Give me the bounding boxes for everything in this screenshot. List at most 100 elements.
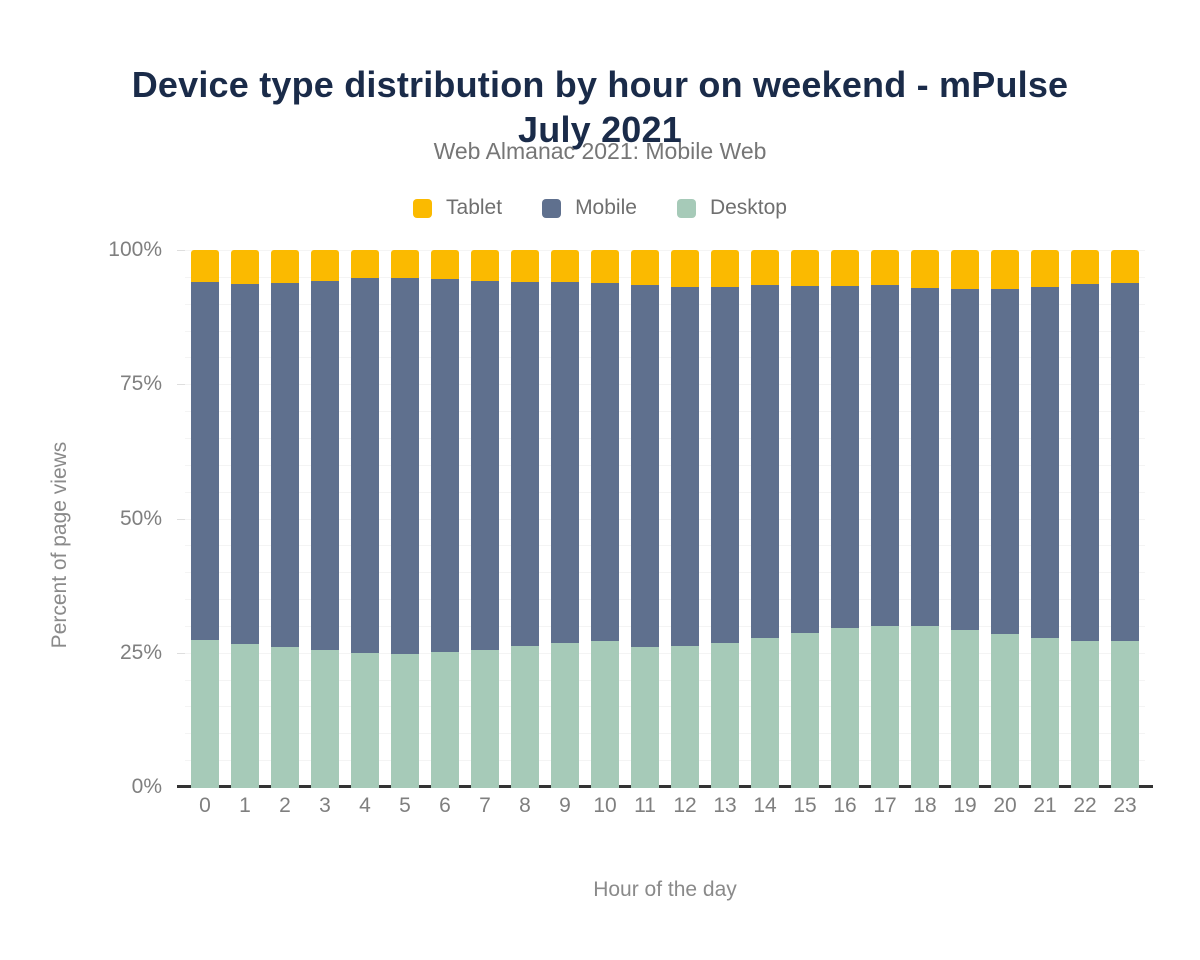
bar-hour-16[interactable] [831,250,859,788]
bar-hour-3[interactable] [311,250,339,788]
bar-segment-desktop[interactable] [311,650,339,788]
bar-segment-mobile[interactable] [311,280,339,651]
bar-segment-tablet[interactable] [791,250,819,287]
bar-segment-desktop[interactable] [190,640,219,788]
bar-segment-tablet[interactable] [670,250,699,288]
bar-segment-desktop[interactable] [390,653,419,788]
bar-segment-desktop[interactable] [231,643,259,788]
bar-segment-mobile[interactable] [631,284,659,647]
bar-segment-desktop[interactable] [751,638,779,788]
bar-segment-mobile[interactable] [591,283,619,642]
bar-segment-desktop[interactable] [271,646,299,788]
bar-segment-tablet[interactable] [1110,250,1139,283]
bar-hour-22[interactable] [1071,250,1099,788]
bar-segment-tablet[interactable] [1031,250,1059,288]
bar-segment-desktop[interactable] [1110,640,1139,788]
bar-segment-desktop[interactable] [511,645,539,788]
bar-segment-mobile[interactable] [711,287,739,643]
bar-segment-desktop[interactable] [791,633,819,788]
bar-segment-desktop[interactable] [631,646,659,788]
bar-segment-mobile[interactable] [791,286,819,634]
bar-segment-desktop[interactable] [431,652,459,788]
gridline [185,652,1145,654]
bar-hour-6[interactable] [431,250,459,788]
bar-segment-mobile[interactable] [1031,287,1059,639]
bar-hour-2[interactable] [271,250,299,788]
bar-segment-tablet[interactable] [431,250,459,280]
bar-hour-10[interactable] [591,250,619,788]
legend-item-tablet[interactable]: Tablet [413,196,502,220]
bar-hour-1[interactable] [231,250,259,788]
bar-segment-tablet[interactable] [311,250,339,281]
bar-segment-desktop[interactable] [711,642,739,788]
bar-segment-desktop[interactable] [1071,641,1099,788]
bar-hour-4[interactable] [351,250,379,788]
bar-hour-12[interactable] [670,250,699,788]
bar-segment-desktop[interactable] [471,649,499,788]
bar-segment-desktop[interactable] [951,630,979,788]
bar-segment-tablet[interactable] [751,250,779,285]
bar-segment-mobile[interactable] [911,288,939,627]
bar-segment-tablet[interactable] [271,250,299,284]
bar-segment-tablet[interactable] [870,250,899,285]
bar-hour-15[interactable] [791,250,819,788]
bar-hour-7[interactable] [471,250,499,788]
bar-hour-0[interactable] [190,250,219,788]
bar-segment-mobile[interactable] [1110,282,1139,641]
bar-segment-tablet[interactable] [390,250,419,278]
bar-hour-23[interactable] [1110,250,1139,788]
bar-segment-mobile[interactable] [231,283,259,644]
bar-segment-desktop[interactable] [1031,638,1059,788]
bar-segment-desktop[interactable] [670,645,699,788]
bar-hour-17[interactable] [870,250,899,788]
legend-item-desktop[interactable]: Desktop [676,196,787,220]
bar-segment-mobile[interactable] [1071,283,1099,642]
bar-segment-mobile[interactable] [271,283,299,647]
bar-segment-tablet[interactable] [231,250,259,284]
bar-hour-20[interactable] [990,250,1019,788]
bar-segment-tablet[interactable] [990,250,1019,290]
bar-segment-tablet[interactable] [711,250,739,288]
bar-hour-11[interactable] [631,250,659,788]
bar-segment-tablet[interactable] [1071,250,1099,284]
bar-segment-mobile[interactable] [751,284,779,639]
bar-segment-desktop[interactable] [351,652,379,788]
bar-segment-mobile[interactable] [351,277,379,653]
legend-item-mobile[interactable]: Mobile [542,196,637,220]
bar-segment-tablet[interactable] [351,250,379,278]
bar-hour-19[interactable] [951,250,979,788]
bar-segment-mobile[interactable] [951,289,979,631]
bar-segment-mobile[interactable] [670,287,699,646]
bar-segment-desktop[interactable] [990,634,1019,788]
bar-hour-8[interactable] [511,250,539,788]
bar-hour-14[interactable] [751,250,779,788]
bar-segment-tablet[interactable] [190,250,219,283]
bar-hour-18[interactable] [911,250,939,788]
bar-segment-tablet[interactable] [831,250,859,287]
bar-segment-tablet[interactable] [471,250,499,282]
bar-segment-desktop[interactable] [911,626,939,788]
bar-hour-5[interactable] [390,250,419,788]
bar-segment-desktop[interactable] [550,642,579,788]
bar-segment-mobile[interactable] [511,282,539,646]
bar-segment-mobile[interactable] [431,279,459,653]
bar-segment-mobile[interactable] [190,282,219,641]
bar-segment-tablet[interactable] [550,250,579,283]
bar-hour-13[interactable] [711,250,739,788]
bar-segment-tablet[interactable] [631,250,659,285]
bar-hour-9[interactable] [550,250,579,788]
bar-segment-mobile[interactable] [870,284,899,627]
bar-segment-tablet[interactable] [911,250,939,289]
bar-segment-desktop[interactable] [870,626,899,788]
bar-segment-desktop[interactable] [591,641,619,788]
bar-segment-mobile[interactable] [471,281,499,650]
bar-segment-tablet[interactable] [511,250,539,283]
bar-segment-mobile[interactable] [831,286,859,629]
bar-segment-tablet[interactable] [591,250,619,284]
bar-segment-mobile[interactable] [550,282,579,643]
bar-segment-desktop[interactable] [831,628,859,788]
bar-segment-tablet[interactable] [951,250,979,290]
bar-segment-mobile[interactable] [990,289,1019,635]
bar-segment-mobile[interactable] [390,277,419,654]
bar-hour-21[interactable] [1031,250,1059,788]
